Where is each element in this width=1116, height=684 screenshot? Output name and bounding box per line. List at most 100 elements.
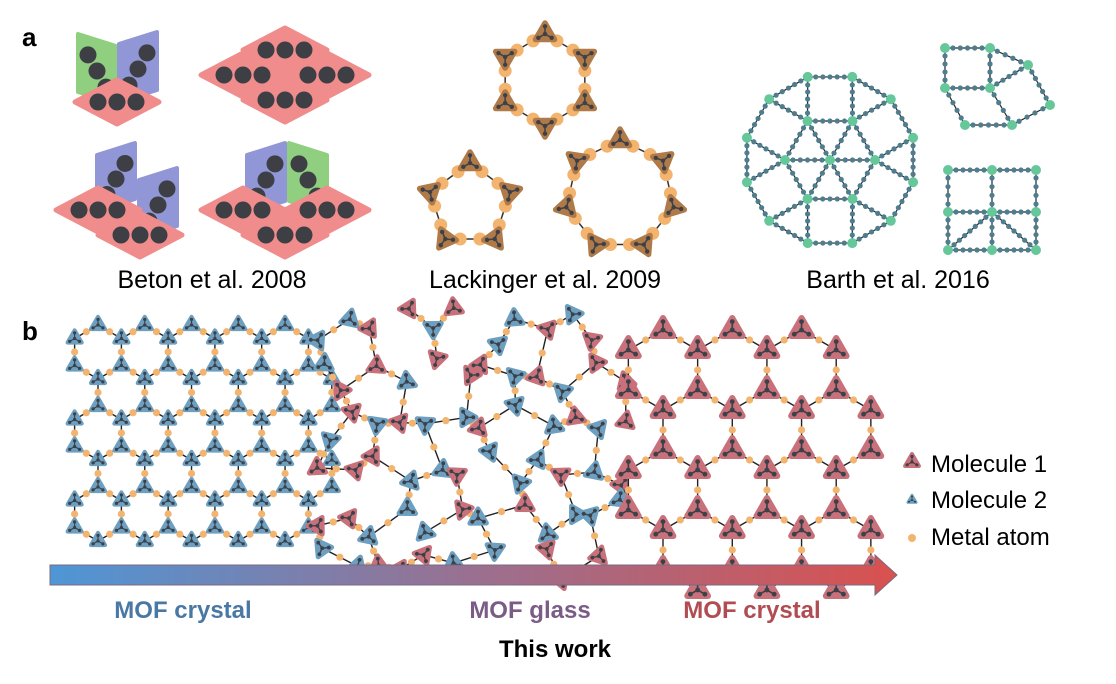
- chain-unit: [987, 61, 993, 67]
- molecule-atom: [301, 420, 306, 424]
- molecule-atom: [185, 542, 189, 546]
- molecule-atom: [306, 439, 311, 443]
- chain-unit: [1006, 73, 1012, 80]
- chain-unit: [1032, 110, 1038, 116]
- molecule-atom: [213, 363, 217, 368]
- molecule-atom: [542, 24, 548, 29]
- molecule-atom: [317, 552, 322, 557]
- molecule-atom: [910, 460, 914, 464]
- molecule: [305, 329, 326, 352]
- molecule: [88, 530, 108, 548]
- molecule-atom: [101, 488, 105, 492]
- molecule-atom: [549, 119, 554, 125]
- molecule-atom: [306, 363, 311, 368]
- chain-unit: [804, 211, 811, 217]
- molecule-atom: [306, 417, 311, 422]
- chain-unit: [864, 144, 870, 150]
- chain-unit: [1012, 70, 1018, 76]
- molecule-atom: [325, 488, 329, 492]
- molecule-atom: [588, 513, 593, 518]
- molecule-atom: [806, 331, 812, 337]
- molecule-atom: [467, 160, 473, 166]
- molecule-atom: [695, 467, 701, 473]
- chain-unit: [960, 209, 966, 215]
- molecule-atom: [119, 525, 124, 530]
- chain-unit: [987, 53, 993, 59]
- metal-atom: [746, 396, 754, 404]
- molecule-atom: [194, 488, 199, 492]
- chain-unit: [991, 92, 997, 98]
- molecule-atom: [591, 366, 596, 371]
- chain-unit: [820, 118, 826, 124]
- molecule-atom: [260, 363, 264, 368]
- molecule-atom: [551, 534, 556, 539]
- barth-diagram: [741, 43, 1055, 255]
- metal-atom: [337, 422, 345, 430]
- molecule: [337, 508, 358, 530]
- molecule-atom: [260, 444, 264, 449]
- molecule-atom: [618, 471, 624, 477]
- molecule-atom: [457, 308, 462, 313]
- molecule: [205, 355, 224, 372]
- molecule-1-glyph: [903, 452, 921, 468]
- molecule-atom: [506, 401, 511, 406]
- molecule-atom: [545, 327, 550, 332]
- molecule-atom: [325, 407, 329, 411]
- chain-unit: [902, 192, 909, 198]
- chain-unit: [857, 183, 863, 189]
- molecule: [684, 335, 712, 359]
- metal-atom: [417, 314, 425, 323]
- molecule: [182, 530, 201, 548]
- molecule-atom: [667, 411, 673, 417]
- molecule-atom: [826, 391, 832, 397]
- molecule-atom: [399, 510, 404, 514]
- molecule-atom: [171, 339, 175, 343]
- molecule-atom: [231, 407, 236, 411]
- chain-unit: [1024, 114, 1030, 120]
- molecule-atom: [464, 415, 469, 420]
- chain-unit: [834, 74, 840, 80]
- molecule: [276, 449, 295, 467]
- molecule-atom: [96, 533, 100, 537]
- metal-atom: [304, 510, 313, 518]
- molecule-atom: [455, 472, 459, 477]
- molecule: [357, 524, 379, 546]
- chain-unit: [805, 96, 811, 102]
- molecule-atom: [417, 418, 422, 423]
- molecule-atom: [119, 439, 124, 443]
- metal-atom: [624, 366, 632, 374]
- metal-atom: [815, 516, 823, 524]
- metal-atom: [211, 348, 219, 356]
- molecule-atom: [536, 35, 541, 41]
- metal-atom: [849, 456, 858, 464]
- molecule-atom: [496, 342, 501, 347]
- metal-atom: [354, 374, 363, 382]
- molecule-atom: [255, 420, 259, 424]
- molecule-atom: [729, 519, 735, 524]
- molecule-atom: [476, 509, 480, 514]
- molecule-atom: [171, 420, 175, 424]
- molecule-atom: [101, 461, 105, 465]
- metal-atom: [187, 388, 196, 397]
- molecule: [414, 416, 437, 436]
- molecule-atom: [423, 422, 428, 426]
- molecule-atom: [589, 425, 594, 430]
- metal-node: [985, 43, 995, 53]
- metal-atom: [106, 530, 114, 538]
- molecule-atom: [77, 528, 82, 532]
- molecule: [252, 355, 271, 372]
- metal-atom: [316, 490, 324, 498]
- molecule-atom: [306, 493, 311, 497]
- molecule-atom: [489, 340, 494, 345]
- molecule-atom: [91, 380, 95, 384]
- chain-unit: [819, 170, 825, 176]
- molecule-atom: [566, 387, 571, 392]
- metal-atom: [304, 348, 313, 356]
- molecule-atom: [508, 369, 513, 374]
- chain-unit: [987, 69, 993, 75]
- molecule-unit: [337, 66, 355, 84]
- chain-unit: [967, 228, 973, 234]
- molecule-atom: [96, 485, 100, 489]
- ring-molecule: [416, 181, 441, 206]
- chain-unit: [805, 218, 811, 224]
